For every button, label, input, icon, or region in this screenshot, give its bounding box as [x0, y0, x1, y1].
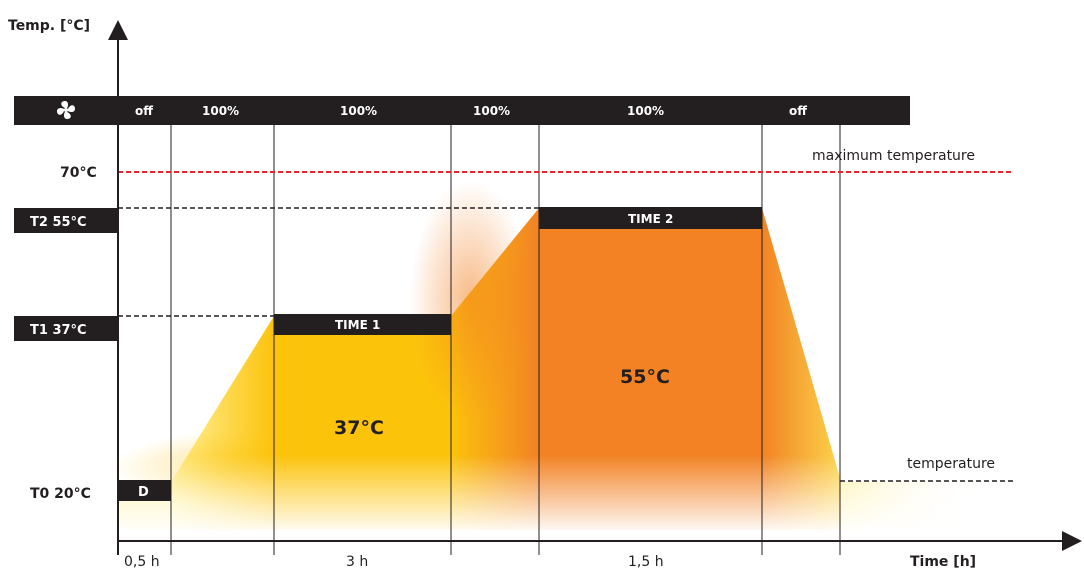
- duration-label-3: 1,5 h: [628, 554, 664, 570]
- svg-text:T2 55°C: T2 55°C: [30, 215, 87, 230]
- t2-badge: T2 55°C: [14, 208, 118, 233]
- ambient-temperature-label: temperature: [907, 456, 995, 472]
- svg-text:TIME 1: TIME 1: [335, 318, 380, 332]
- time1-badge: TIME 1: [274, 314, 451, 335]
- temperature-profile-area: [110, 180, 980, 535]
- d-badge: D: [118, 480, 171, 501]
- time2-badge: TIME 2: [539, 207, 762, 229]
- duration-label-2: 3 h: [346, 554, 368, 570]
- svg-text:T1 37°C: T1 37°C: [30, 323, 87, 338]
- phase2-temperature-value: 55°C: [620, 366, 670, 388]
- fan-segment-5: 100%: [627, 104, 664, 118]
- bottom-fade: [118, 455, 978, 535]
- duration-label-1: 0,5 h: [124, 554, 160, 570]
- svg-text:TIME 2: TIME 2: [628, 212, 673, 226]
- fan-segment-1: off: [135, 104, 153, 118]
- x-axis-label: Time [h]: [910, 554, 976, 570]
- fan-segment-3: 100%: [340, 104, 377, 118]
- max-temperature-label: maximum temperature: [812, 148, 975, 164]
- t0-label: T0 20°C: [30, 486, 91, 502]
- max-temperature-value: 70°C: [60, 165, 97, 181]
- svg-text:D: D: [138, 485, 149, 500]
- fan-status-bar: off 100% 100% 100% 100% off: [14, 96, 910, 125]
- fan-icon: [57, 101, 75, 119]
- y-axis-label: Temp. [°C]: [8, 18, 90, 34]
- phase1-temperature-value: 37°C: [334, 417, 384, 439]
- fan-segment-2: 100%: [202, 104, 239, 118]
- t1-badge: T1 37°C: [14, 316, 118, 341]
- fan-segment-6: off: [789, 104, 807, 118]
- ramp-down-area: [762, 208, 840, 530]
- fan-segment-4: 100%: [473, 104, 510, 118]
